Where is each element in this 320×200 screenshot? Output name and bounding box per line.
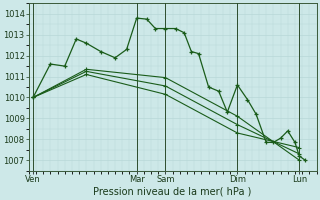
X-axis label: Pression niveau de la mer( hPa ): Pression niveau de la mer( hPa ) <box>93 187 252 197</box>
